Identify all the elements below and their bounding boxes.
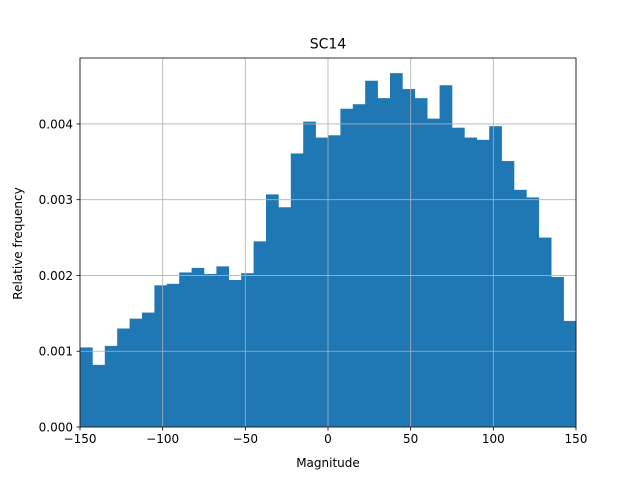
x-tick-label-1: −100 [146,432,179,446]
histogram-bar-0 [80,347,93,427]
histogram-bar-16 [278,207,292,427]
x-tick-label-4: 50 [403,432,418,446]
histogram-bar-5 [142,312,155,427]
histogram-bar-29 [439,85,453,427]
histogram-bar-9 [191,267,205,427]
histogram-bar-8 [179,272,192,427]
histogram-bar-6 [154,285,168,427]
histogram-bar-12 [228,280,242,427]
histogram-bar-32 [476,139,490,428]
histogram-bar-22 [352,104,366,427]
x-tick-label-6: 150 [565,432,588,446]
histogram-bars [80,73,577,428]
x-tick-label-2: −50 [233,432,258,446]
histogram-bar-39 [563,320,577,427]
histogram-bar-15 [266,194,279,427]
histogram-bar-17 [290,153,304,428]
y-axis-label: Relative frequency [11,187,25,299]
histogram-bar-11 [216,266,230,427]
histogram-bar-1 [92,364,106,427]
y-tick-label-0: 0.000 [39,421,73,435]
y-tick-label-3: 0.003 [39,193,73,207]
histogram-bar-38 [551,276,564,427]
histogram-bar-21 [340,108,354,427]
histogram-bar-30 [452,127,465,427]
histogram-bar-10 [204,273,217,427]
histogram-bar-25 [390,73,403,428]
histogram-bar-23 [365,80,378,427]
histogram-bar-28 [427,118,440,427]
y-tick-label-2: 0.002 [39,269,73,283]
histogram-bar-35 [514,189,527,427]
histogram-bar-36 [526,197,540,427]
chart-title: SC14 [310,37,347,53]
x-tick-label-3: 0 [324,432,332,446]
histogram-bar-2 [104,345,118,427]
x-tick-label-5: 100 [482,432,505,446]
x-axis-label: Magnitude [296,456,360,470]
histogram-bar-3 [117,328,130,427]
histogram-bar-4 [129,318,143,427]
x-axis-ticks: −150 −100 −50 0 50 100 150 [64,427,588,446]
histogram-bar-19 [315,137,329,427]
histogram-bar-26 [402,89,416,428]
y-tick-label-4: 0.004 [39,117,73,131]
histogram-bar-20 [328,135,341,428]
histogram-bar-31 [464,137,478,427]
histogram-bar-37 [538,237,552,427]
histogram-bar-24 [377,98,391,427]
histogram-bar-34 [501,161,515,427]
y-axis-ticks: 0.000 0.001 0.002 0.003 0.004 [39,117,80,435]
histogram-bar-7 [166,283,180,427]
histogram-bar-18 [303,121,316,427]
histogram-bar-33 [489,126,502,427]
y-tick-label-1: 0.001 [39,345,73,359]
histogram-bar-13 [241,273,254,427]
histogram-bar-27 [414,98,428,427]
histogram-bar-14 [253,241,267,427]
x-tick-label-0: −150 [64,432,97,446]
